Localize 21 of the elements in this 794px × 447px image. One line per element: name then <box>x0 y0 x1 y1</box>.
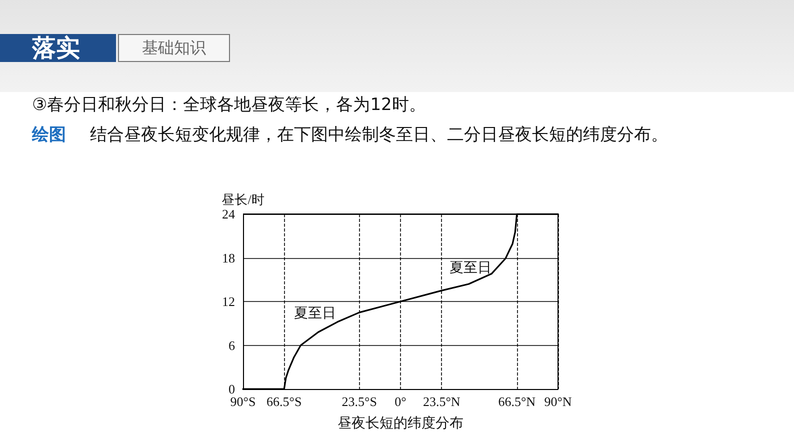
text: ③春分日和秋分日：全球各地昼夜等长，各为12时。 <box>32 94 426 116</box>
y-tick-label: 24 <box>222 206 236 222</box>
x-tick-label: 0° <box>394 394 406 409</box>
y-tick-label: 18 <box>222 250 235 266</box>
x-axis-title: 昼夜长短的纬度分布 <box>338 416 464 432</box>
text: 基础知识 <box>118 34 230 62</box>
text: 结合昼夜长短变化规律，在下图中绘制冬至日、二分日昼夜长短的纬度分布。 <box>90 124 668 146</box>
x-tick-label: 23.5°N <box>422 394 461 409</box>
y-tick-label: 0 <box>228 382 235 396</box>
x-tick-label: 90°N <box>544 394 572 409</box>
annotation: 夏至日 <box>450 261 492 276</box>
x-tick-label: 23.5°S <box>342 394 377 409</box>
x-tick-label: 66.5°S <box>266 394 302 409</box>
text: 绘图 <box>32 124 66 146</box>
x-tick-label: 66.5°N <box>498 394 536 409</box>
text: 落实 <box>0 34 116 62</box>
y-tick-label: 12 <box>222 294 235 309</box>
y-axis-title: 昼长/时 <box>222 192 264 207</box>
y-tick-label: 6 <box>228 338 236 353</box>
x-tick-label: 90°S <box>230 394 256 409</box>
annotation: 夏至日 <box>294 306 336 322</box>
